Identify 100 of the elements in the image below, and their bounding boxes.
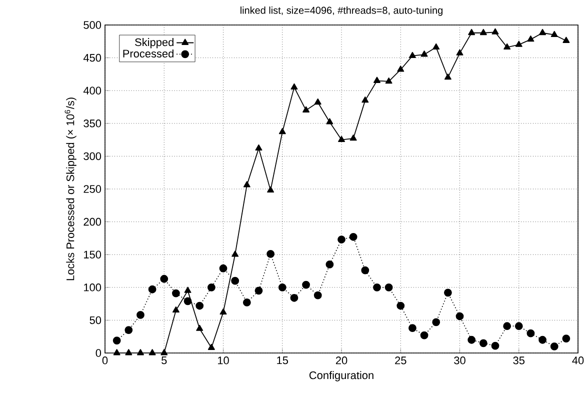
point (527, 35, 534, 42)
point (266, 250, 275, 258)
y-tick-label: 250 (84, 185, 102, 193)
y-tick-label: 100 (84, 284, 102, 292)
point (456, 312, 464, 320)
x-tick-label: 15 (277, 356, 288, 364)
point (526, 329, 535, 338)
point (468, 28, 476, 36)
point (255, 144, 262, 151)
y-tick-label: 200 (84, 218, 102, 226)
point (242, 298, 251, 306)
point (539, 28, 546, 36)
point (243, 181, 250, 188)
point (338, 236, 346, 244)
point (550, 342, 558, 350)
point (479, 339, 488, 348)
point (290, 83, 298, 90)
point (231, 276, 240, 285)
point (408, 52, 416, 58)
point (278, 128, 286, 134)
point (504, 43, 511, 50)
y-tick-label: 350 (84, 120, 102, 128)
point (196, 302, 204, 310)
point (349, 232, 358, 241)
point (207, 283, 216, 292)
point (124, 326, 133, 334)
point (468, 336, 476, 344)
point (456, 49, 464, 56)
point (326, 118, 334, 124)
point (148, 285, 156, 294)
point (267, 186, 274, 193)
point (491, 342, 500, 350)
point (172, 289, 180, 298)
point (444, 288, 452, 297)
y-tick-label: 150 (84, 250, 102, 258)
point (503, 322, 512, 330)
point (219, 264, 228, 272)
point (480, 28, 487, 36)
y-tick-label: 450 (83, 54, 102, 62)
point (420, 50, 428, 57)
point (397, 66, 404, 72)
point (515, 40, 522, 47)
y-tick-label: 500 (84, 21, 102, 29)
point (220, 308, 227, 315)
y-axis-title: Locks Processed or Skipped (× 10$^{6}$/s) (64, 98, 76, 280)
x-tick-label: 5 (162, 356, 167, 364)
point (362, 96, 369, 103)
point (385, 77, 392, 84)
point (396, 302, 405, 310)
point (384, 283, 393, 292)
x-axis-title: Configuration (309, 371, 374, 382)
point (562, 334, 570, 343)
point (432, 318, 440, 326)
point (302, 280, 310, 289)
point (125, 349, 132, 356)
y-tick-label: 50 (90, 316, 102, 324)
point (113, 349, 120, 356)
point (492, 28, 499, 34)
x-tick-label: 25 (395, 356, 406, 364)
point (208, 344, 215, 350)
point (408, 324, 416, 332)
point (314, 291, 322, 300)
point (172, 306, 180, 313)
point (148, 349, 156, 356)
point (302, 106, 310, 112)
x-tick-label: 30 (454, 356, 466, 364)
point (314, 98, 322, 105)
point (290, 294, 298, 302)
point (160, 274, 168, 283)
point (444, 74, 452, 80)
point (137, 349, 144, 356)
y-tick-label: 0 (96, 349, 102, 357)
y-tick-label: 300 (84, 152, 102, 160)
point (361, 266, 370, 274)
point (184, 286, 192, 293)
point (136, 311, 144, 319)
point (420, 331, 428, 340)
x-tick-label: 10 (218, 356, 229, 364)
point (562, 36, 570, 43)
x-tick-label: 35 (513, 356, 525, 364)
point (278, 283, 286, 292)
point (326, 260, 334, 268)
point (432, 43, 440, 50)
legend-label: Processed (123, 49, 174, 58)
y-tick-label: 400 (83, 86, 102, 94)
point (338, 136, 345, 142)
point (550, 30, 558, 38)
chart-title: linked list, size=4096, #threads=8, auto-tuning (240, 6, 442, 16)
point (514, 322, 523, 330)
x-tick-label: 20 (336, 356, 348, 364)
point (374, 76, 380, 83)
point (184, 297, 192, 306)
point (373, 283, 381, 292)
legend-label: Skipped (135, 38, 174, 48)
point (254, 286, 263, 295)
point (538, 336, 546, 344)
x-tick-label: 40 (572, 356, 584, 364)
point (196, 324, 204, 331)
point (160, 349, 168, 356)
point (112, 336, 121, 344)
